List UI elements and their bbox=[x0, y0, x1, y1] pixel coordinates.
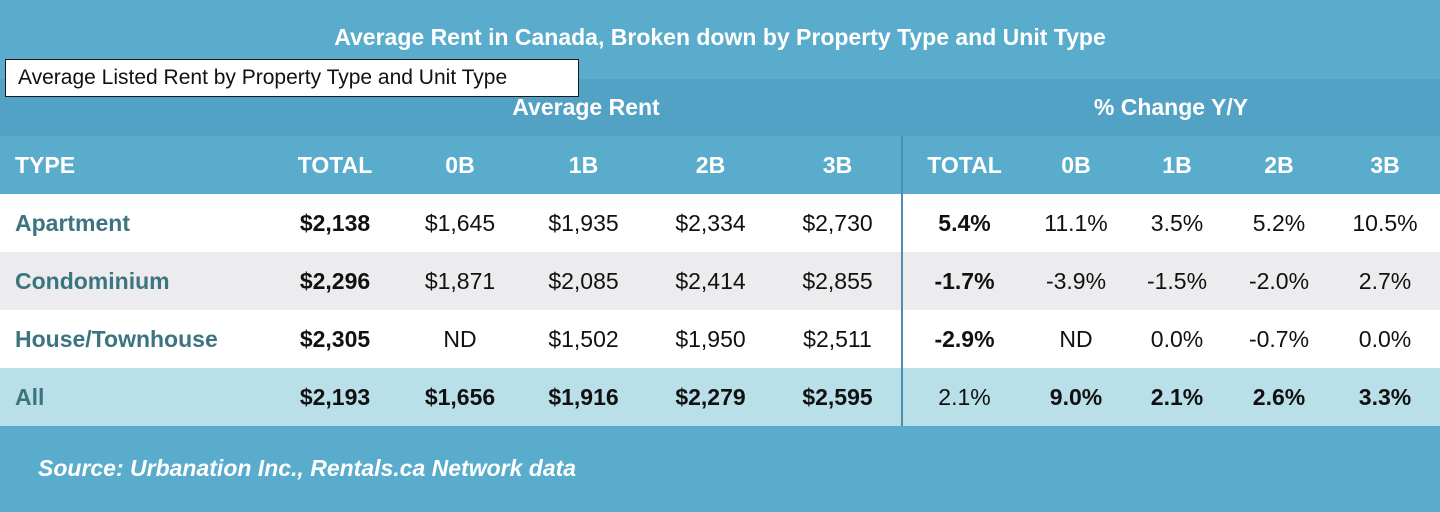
rent-table: TYPE TOTAL 0B 1B 2B 3B TOTAL 0B 1B 2B 3B… bbox=[0, 136, 1440, 426]
column-header: 0B bbox=[1061, 151, 1091, 178]
table-cell: $1,950 bbox=[675, 325, 746, 352]
table-cell: $2,279 bbox=[675, 383, 746, 410]
table-cell: 5.2% bbox=[1252, 209, 1306, 236]
table-cell: 2.7% bbox=[1358, 267, 1412, 294]
table-cell: $2,414 bbox=[675, 267, 746, 294]
table-cell: 2.6% bbox=[1252, 383, 1306, 410]
column-header: 2B bbox=[695, 151, 726, 178]
table-cell: $2,085 bbox=[548, 267, 619, 294]
table-cell: 2.1% bbox=[1150, 383, 1204, 410]
table-cell: ND bbox=[1059, 325, 1093, 352]
source-note: Source: Urbanation Inc., Rentals.ca Netw… bbox=[38, 455, 577, 481]
table-cell: 11.1% bbox=[1044, 209, 1108, 236]
table-cell: $2,334 bbox=[675, 209, 746, 236]
table-cell: 3.3% bbox=[1358, 383, 1412, 410]
table-cell: $2,305 bbox=[299, 325, 371, 352]
table-cell: -1.7% bbox=[901, 252, 1026, 310]
row-type-label: All bbox=[15, 383, 45, 410]
table-row: Apartment $2,138 $1,645 $1,935 $2,334 $2… bbox=[0, 194, 1440, 252]
table-cell: $2,296 bbox=[299, 267, 371, 294]
column-header: 1B bbox=[568, 151, 599, 178]
column-header-row: TYPE TOTAL 0B 1B 2B 3B TOTAL 0B 1B 2B 3B bbox=[0, 136, 1440, 194]
table-cell: $2,511 bbox=[803, 325, 872, 352]
column-header: TOTAL bbox=[901, 136, 1026, 194]
row-type-label: House/Townhouse bbox=[15, 325, 218, 352]
table-cell: $1,502 bbox=[548, 325, 619, 352]
column-header: 3B bbox=[822, 151, 853, 178]
table-cell: $1,645 bbox=[424, 209, 496, 236]
table-cell: 0.0% bbox=[1358, 325, 1412, 352]
table-cell: $1,656 bbox=[424, 383, 496, 410]
table-cell: -2.0% bbox=[1248, 267, 1310, 294]
page-title: Average Rent in Canada, Broken down by P… bbox=[334, 24, 1106, 50]
table-cell: $2,595 bbox=[802, 383, 873, 410]
column-header: TYPE bbox=[15, 151, 76, 178]
table-row-total: All $2,193 $1,656 $1,916 $2,279 $2,595 2… bbox=[0, 368, 1440, 426]
table-cell: 5.4% bbox=[901, 194, 1026, 252]
table-cell: -2.9% bbox=[901, 310, 1026, 368]
table-cell: $1,935 bbox=[548, 209, 619, 236]
table-cell: $1,916 bbox=[548, 383, 619, 410]
column-header: 2B bbox=[1264, 151, 1294, 178]
table-cell: $1,871 bbox=[424, 267, 496, 294]
table-cell: -3.9% bbox=[1045, 267, 1107, 294]
column-header: TOTAL bbox=[297, 151, 373, 178]
group-label-average-rent: Average Rent bbox=[512, 94, 660, 120]
row-type-label: Condominium bbox=[15, 267, 170, 294]
tooltip: Average Listed Rent by Property Type and… bbox=[5, 59, 579, 97]
group-label-change: % Change Y/Y bbox=[1093, 94, 1249, 120]
table-cell: $2,730 bbox=[802, 209, 873, 236]
table-cell: $2,855 bbox=[802, 267, 873, 294]
table-row: Condominium $2,296 $1,871 $2,085 $2,414 … bbox=[0, 252, 1440, 310]
table-cell: -0.7% bbox=[1248, 325, 1310, 352]
table-cell: 9.0% bbox=[1049, 383, 1103, 410]
row-type-label: Apartment bbox=[15, 209, 131, 236]
table-cell: -1.5% bbox=[1146, 267, 1208, 294]
table-row: House/Townhouse $2,305 ND $1,502 $1,950 … bbox=[0, 310, 1440, 368]
table-cell: ND bbox=[443, 325, 477, 352]
table-cell: 0.0% bbox=[1150, 325, 1204, 352]
table-cell: $2,193 bbox=[299, 383, 371, 410]
column-header: 0B bbox=[445, 151, 475, 178]
table-cell: 3.5% bbox=[1150, 209, 1204, 236]
column-header: 3B bbox=[1370, 151, 1400, 178]
table-cell: 2.1% bbox=[901, 368, 1026, 426]
column-header: 1B bbox=[1162, 151, 1192, 178]
table-cell: $2,138 bbox=[299, 209, 371, 236]
table-cell: 10.5% bbox=[1352, 209, 1418, 236]
